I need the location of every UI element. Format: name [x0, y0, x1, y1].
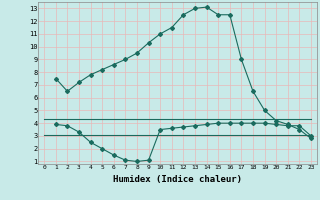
X-axis label: Humidex (Indice chaleur): Humidex (Indice chaleur) [113, 175, 242, 184]
